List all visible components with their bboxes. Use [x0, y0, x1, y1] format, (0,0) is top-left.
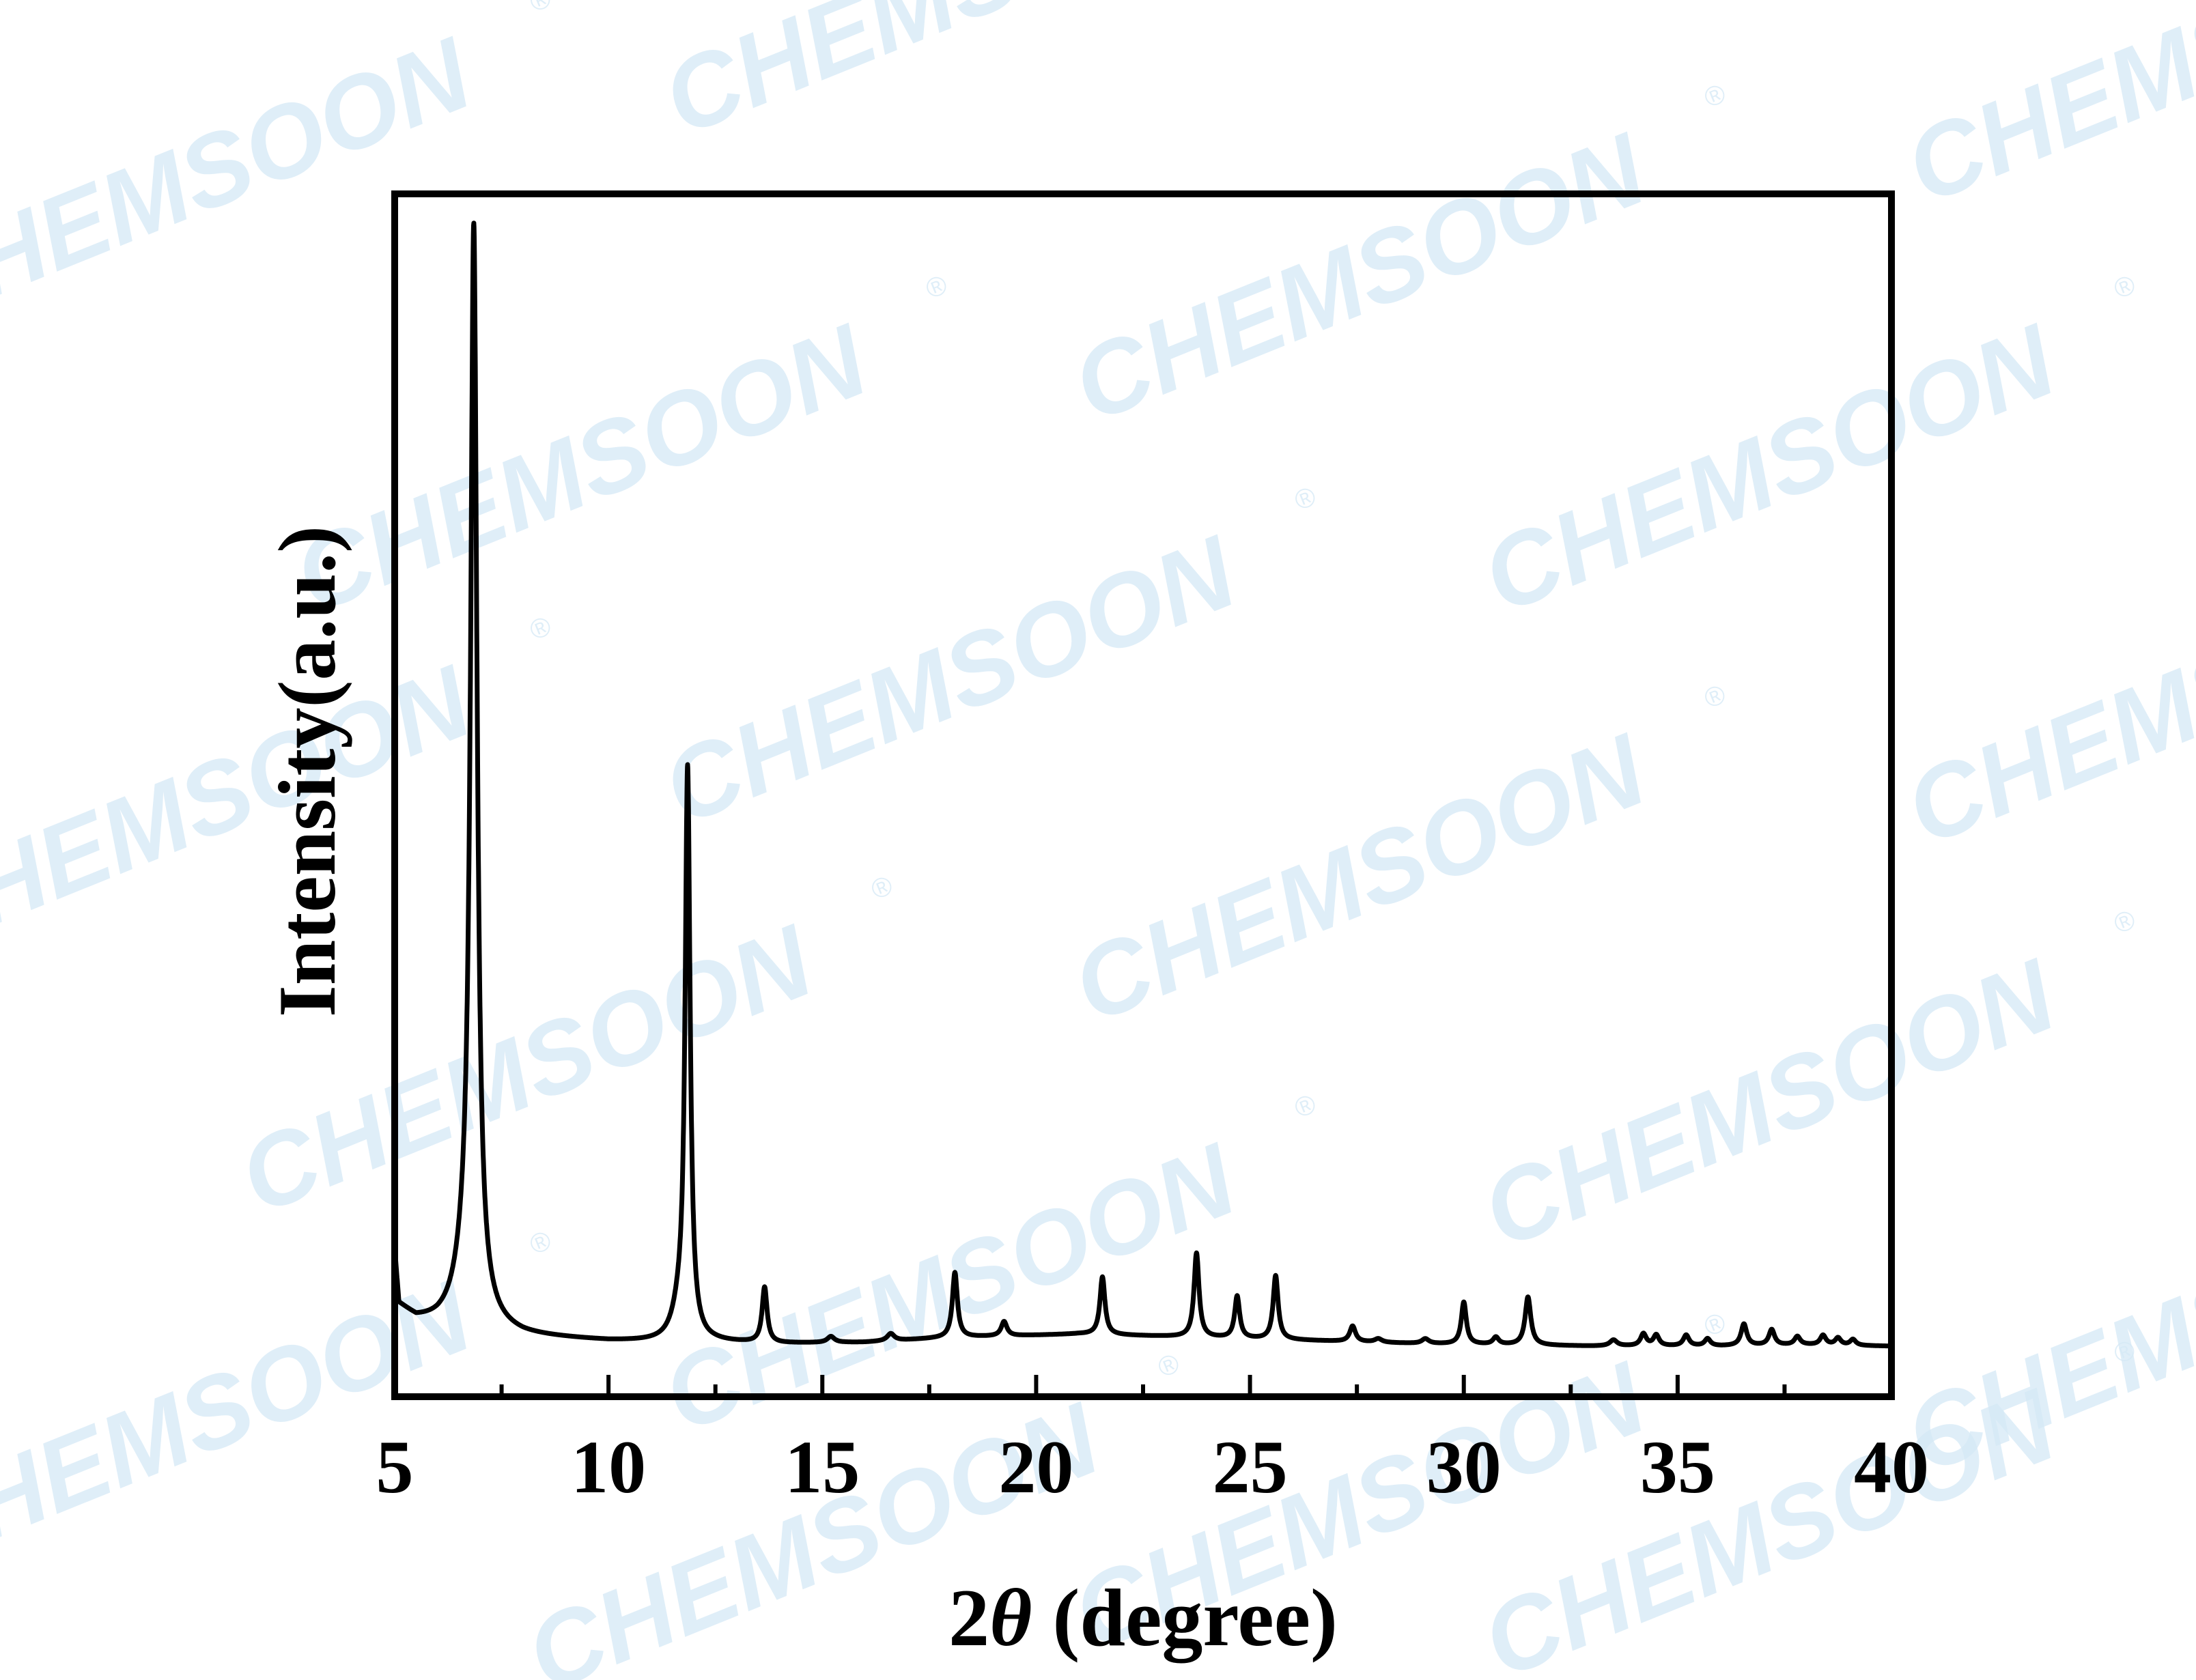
- x-tick-label: 40: [1854, 1425, 1929, 1509]
- y-axis-label: Intensity(a.u.): [262, 526, 352, 1017]
- xrd-pattern-line: [392, 220, 1894, 1349]
- x-axis-label-suffix: (degree): [1032, 1572, 1338, 1664]
- x-axis-label: 2θ (degree): [948, 1572, 1338, 1664]
- x-tick-label: 30: [1426, 1425, 1502, 1509]
- x-axis-label-prefix: 2: [948, 1572, 989, 1663]
- plot-frame: [391, 190, 1895, 1400]
- x-tick-label: 25: [1213, 1425, 1288, 1509]
- x-tick-label: 20: [998, 1425, 1073, 1509]
- x-tick-label: 15: [785, 1425, 860, 1509]
- x-axis-label-symbol: θ: [989, 1572, 1032, 1663]
- x-tick-label: 10: [571, 1425, 646, 1509]
- x-tick-label: 35: [1640, 1425, 1715, 1509]
- x-tick-labels: 5 10 15 20 25 30 35 40: [376, 1425, 1930, 1509]
- x-tick-label: 5: [376, 1425, 414, 1509]
